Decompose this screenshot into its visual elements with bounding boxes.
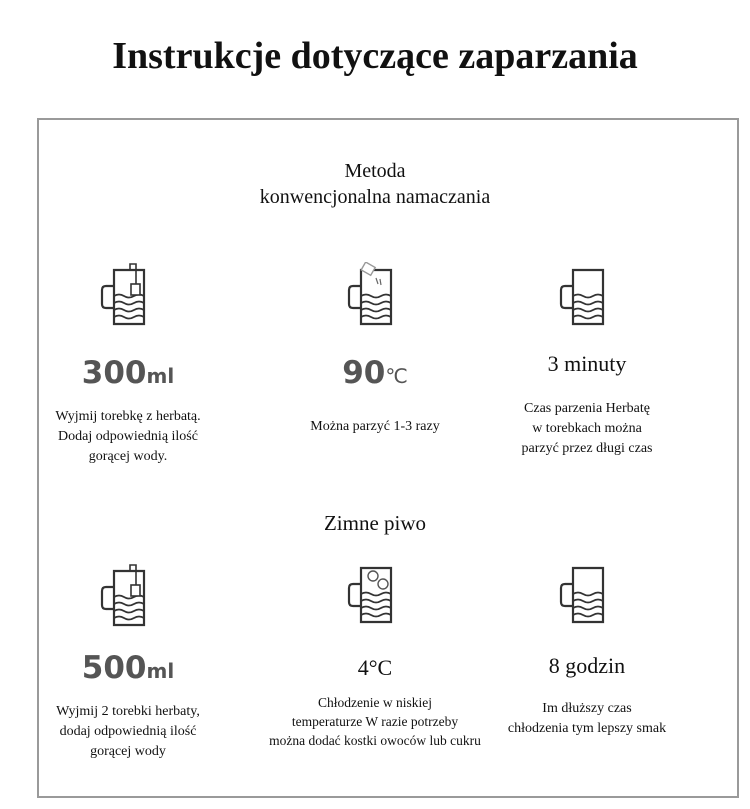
time-value: 3 minuty [547, 351, 627, 376]
mug-icon [559, 268, 605, 326]
instructions-frame [37, 118, 739, 798]
step-description: Wyjmij 2 torebki herbaty, dodaj odpowiedn… [56, 704, 200, 759]
mug-pouring-icon [347, 261, 393, 326]
water-amount-value: 300ml [81, 355, 175, 391]
step-description: Wyjmij torebkę z herbatą. Dodaj odpowiedn… [55, 409, 201, 464]
step-time-cold: 8 godzin Im dłuższy czas chłodzenia tym l… [467, 560, 707, 739]
mug-fruit-icon [347, 566, 393, 624]
section-title-cold: Zimne piwo [323, 511, 427, 535]
step-temperature: 90℃ Można parzyć 1-3 razy [255, 261, 495, 437]
step-temperature-cold: 4°C Chłodzenie w niskiej temperaturze W r… [255, 560, 495, 750]
mug-icon [559, 566, 605, 624]
section-title-conventional: Metoda konwencjonalna namaczania [0, 158, 750, 210]
page-title: Instrukcje dotyczące zaparzania [112, 35, 638, 77]
temperature-value: 4°C [357, 655, 393, 680]
mug-teabag-icon [100, 564, 146, 627]
step-description: Im dłuższy czas chłodzenia tym lepszy sma… [507, 701, 667, 736]
water-amount-value: 500ml [81, 650, 175, 686]
step-time: 3 minuty Czas parzenia Herbatę w torebkac… [467, 262, 707, 459]
step-water-amount-cold: 500ml Wyjmij 2 torebki herbaty, dodaj odp… [8, 563, 248, 762]
step-description: Czas parzenia Herbatę w torebkach można pa… [521, 401, 653, 456]
step-water-amount: 300ml Wyjmij torebkę z herbatą. Dodaj odp… [8, 262, 248, 467]
time-value: 8 godzin [548, 653, 626, 678]
step-description: Chłodzenie w niskiej temperaturze W razie… [269, 695, 481, 748]
temperature-value: 90℃ [342, 355, 408, 391]
section-title-line: konwencjonalna namaczania [259, 186, 491, 208]
step-description: Można parzyć 1-3 razy [310, 419, 440, 434]
mug-teabag-icon [100, 263, 146, 326]
section-title-line: Metoda [344, 160, 406, 182]
